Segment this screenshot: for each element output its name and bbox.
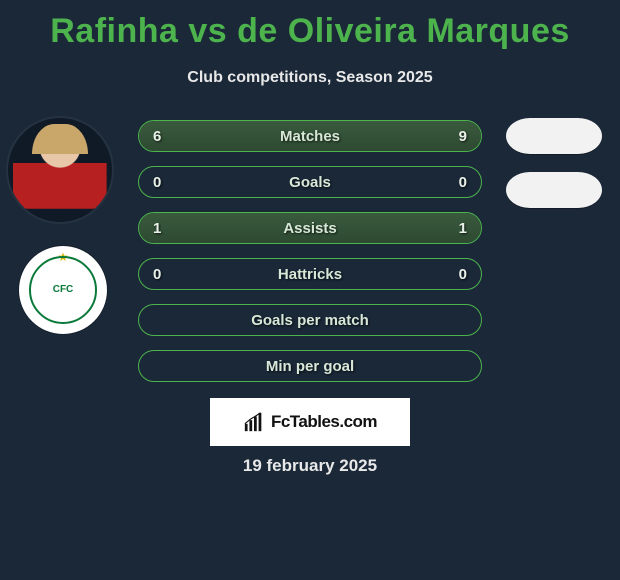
brand-badge: FcTables.com bbox=[210, 398, 410, 446]
brand-text: FcTables.com bbox=[271, 412, 377, 432]
stats-bars: 69Matches 00Goals 11Assists 00Hattricks Goal… bbox=[138, 120, 482, 396]
stat-label: Hattricks bbox=[139, 259, 481, 289]
stat-row: 69Matches bbox=[138, 120, 482, 152]
player2-avatar-placeholder bbox=[506, 118, 602, 154]
stat-row: 00Hattricks bbox=[138, 258, 482, 290]
stat-label: Min per goal bbox=[139, 351, 481, 381]
stat-label: Matches bbox=[139, 121, 481, 151]
player1-avatar bbox=[8, 118, 112, 222]
player2-column bbox=[492, 118, 602, 226]
player1-column: ★ CFC bbox=[8, 118, 118, 334]
player1-club-badge: ★ CFC bbox=[19, 246, 107, 334]
player2-club-placeholder bbox=[506, 172, 602, 208]
subtitle: Club competitions, Season 2025 bbox=[0, 69, 620, 87]
stat-row: Min per goal bbox=[138, 350, 482, 382]
stat-label: Goals per match bbox=[139, 305, 481, 335]
stat-row: 11Assists bbox=[138, 212, 482, 244]
stat-label: Goals bbox=[139, 167, 481, 197]
club-badge-text: CFC bbox=[29, 256, 97, 324]
stat-row: 00Goals bbox=[138, 166, 482, 198]
page-title: Rafinha vs de Oliveira Marques bbox=[0, 0, 620, 51]
stat-label: Assists bbox=[139, 213, 481, 243]
date-text: 19 february 2025 bbox=[0, 456, 620, 476]
stat-row: Goals per match bbox=[138, 304, 482, 336]
chart-icon bbox=[243, 411, 265, 433]
